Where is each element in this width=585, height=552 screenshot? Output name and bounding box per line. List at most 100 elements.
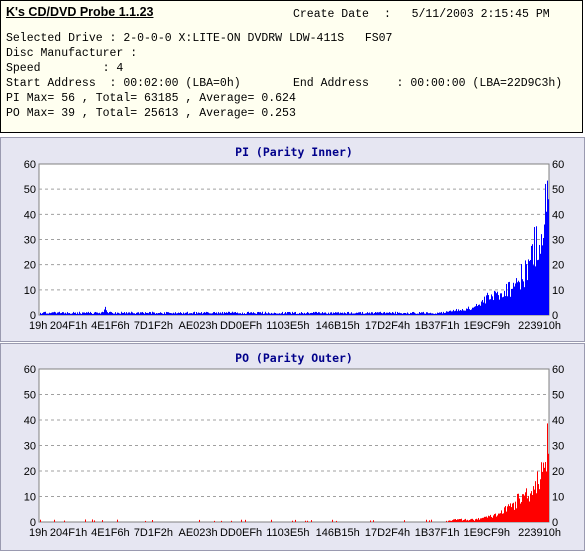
po-bar xyxy=(464,519,465,522)
po-bar xyxy=(518,493,519,522)
pi-bar xyxy=(351,312,352,315)
pi-bar xyxy=(356,312,357,315)
pi-bar xyxy=(501,293,502,315)
pi-bar xyxy=(205,312,206,315)
pi-bar xyxy=(91,313,92,315)
pi-bar xyxy=(213,312,214,315)
po-x-tick: AE023h xyxy=(179,527,218,539)
pi-bar xyxy=(198,312,199,315)
pi-bar xyxy=(418,313,419,315)
pi-bar xyxy=(468,306,469,315)
po-bar xyxy=(530,493,531,522)
pi-bar xyxy=(523,281,524,315)
pi-bar xyxy=(429,313,430,315)
po-chart-title: PO (Parity Outer) xyxy=(235,351,353,365)
pi-bar xyxy=(85,313,86,315)
pi-bar xyxy=(306,313,307,315)
pi-bar xyxy=(261,313,262,315)
po-bar xyxy=(480,518,481,522)
po-bar xyxy=(245,519,246,522)
pi-bar xyxy=(361,313,362,315)
pi-bar xyxy=(61,312,62,315)
po-bar xyxy=(453,519,454,522)
pi-bar xyxy=(382,313,383,315)
po-bar xyxy=(526,488,527,522)
pi-bar xyxy=(251,312,252,315)
pi-bar xyxy=(455,310,456,315)
pi-bar xyxy=(209,313,210,315)
pi-bar xyxy=(137,312,138,315)
pi-bar xyxy=(220,312,221,315)
pi-bar xyxy=(133,313,134,315)
pi-x-tick: 204F1h xyxy=(50,320,87,332)
pi-bar xyxy=(262,311,263,315)
pi-bar xyxy=(228,311,229,315)
po-bar xyxy=(241,519,242,522)
pi-bar xyxy=(279,313,280,315)
pi-bar xyxy=(311,312,312,315)
pi-bar xyxy=(432,313,433,315)
pi-bar xyxy=(331,312,332,315)
pi-bar xyxy=(358,312,359,315)
pi-bar xyxy=(543,237,544,315)
po-bar xyxy=(311,520,312,522)
pi-bar xyxy=(136,312,137,315)
po-bar xyxy=(470,519,471,522)
pi-bar xyxy=(442,313,443,315)
pi-x-tick: 223910h xyxy=(518,320,561,332)
pi-bar xyxy=(119,313,120,315)
pi-bar xyxy=(466,308,467,315)
pi-bar xyxy=(347,312,348,315)
pi-bar xyxy=(381,312,382,315)
pi-bar xyxy=(464,310,465,315)
pi-bar xyxy=(290,312,291,315)
pi-bar xyxy=(388,312,389,315)
pi-bar xyxy=(472,307,473,315)
pi-bar xyxy=(332,313,333,315)
po-bar xyxy=(543,462,544,522)
po-bar xyxy=(426,519,427,522)
pi-bar xyxy=(210,313,211,315)
pi-bar xyxy=(412,312,413,315)
pi-bar xyxy=(62,312,63,315)
pi-bar xyxy=(426,312,427,315)
pi-bar xyxy=(425,313,426,315)
pi-bar xyxy=(400,313,401,315)
pi-bar xyxy=(377,312,378,315)
pi-bar xyxy=(232,311,233,315)
pi-bar xyxy=(398,312,399,315)
pi-bar xyxy=(310,313,311,315)
pi-bar xyxy=(505,296,506,315)
pi-bar xyxy=(235,311,236,315)
pi-bar xyxy=(221,313,222,315)
pi-bar xyxy=(71,313,72,315)
po-bar xyxy=(491,516,492,522)
pi-bar xyxy=(319,312,320,315)
pi-bar xyxy=(420,312,421,315)
pi-bar xyxy=(510,296,511,315)
pi-bar xyxy=(435,313,436,315)
pi-bar xyxy=(366,313,367,315)
pi-bar xyxy=(42,313,43,315)
pi-bar xyxy=(500,293,501,315)
pi-bar xyxy=(274,312,275,315)
pi-bar xyxy=(76,313,77,315)
pi-bar xyxy=(217,313,218,315)
pi-bar xyxy=(316,311,317,315)
pi-chart: PI (Parity Inner) 0 0 10 10 20 20 30 30 40 40 50 50 6… xyxy=(24,145,565,332)
po-bar xyxy=(454,519,455,522)
pi-bar xyxy=(145,312,146,315)
pi-bar xyxy=(100,313,101,315)
po-bar xyxy=(548,453,549,522)
pi-bar xyxy=(64,313,65,315)
pi-bar xyxy=(283,313,284,315)
pi-bar xyxy=(184,313,185,315)
pi-bar xyxy=(487,292,488,315)
pi-bar xyxy=(218,312,219,315)
po-bar xyxy=(532,495,533,522)
pi-bar xyxy=(478,304,479,315)
pi-x-tick: 19h xyxy=(29,320,47,332)
pi-bar xyxy=(305,313,306,315)
pi-bar xyxy=(190,313,191,315)
pi-bar xyxy=(484,296,485,315)
